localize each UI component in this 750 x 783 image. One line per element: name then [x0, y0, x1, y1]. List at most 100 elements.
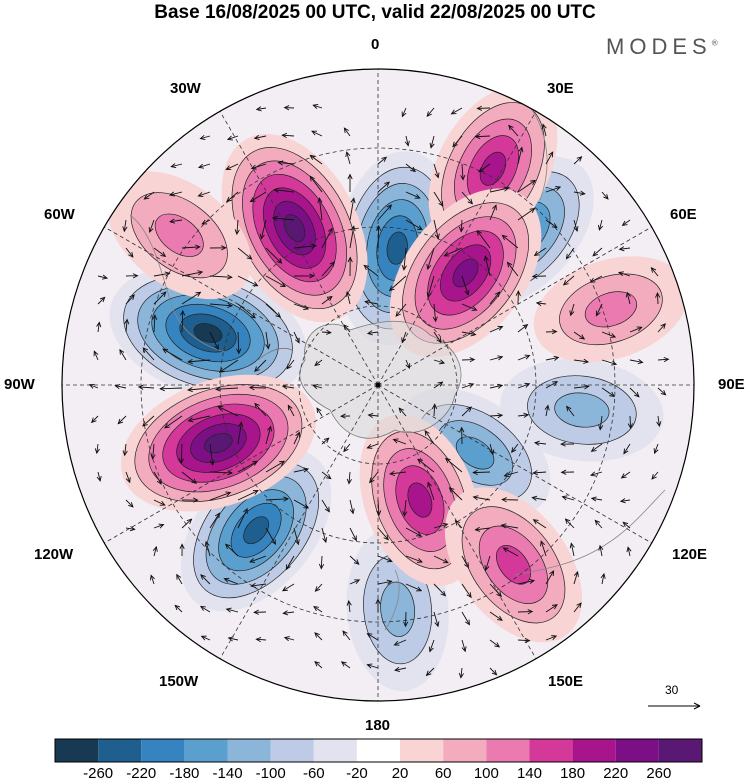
wind-arrow	[476, 105, 491, 111]
wind-arrow	[309, 175, 323, 193]
wind-arrow	[472, 495, 491, 501]
wind-arrow	[517, 146, 524, 165]
lon-label-120w: 120W	[34, 546, 74, 563]
wind-arrow	[282, 610, 295, 616]
wind-arrow	[458, 667, 464, 679]
wind-arrow	[461, 303, 478, 311]
wind-arrow	[366, 330, 379, 336]
colorbar-tick-label: 220	[603, 765, 629, 782]
lon-label-90w: 90W	[4, 376, 35, 393]
wind-arrow	[148, 219, 155, 233]
wind-arrow	[426, 107, 435, 117]
wind-arrow	[489, 583, 502, 598]
wind-arrow	[532, 519, 547, 529]
meridian-line	[377, 384, 659, 548]
wind-arrow	[197, 163, 211, 169]
wind-arrow	[573, 384, 590, 390]
wind-arrow	[237, 247, 253, 260]
wind-arrow	[237, 507, 248, 529]
wind-arrow	[345, 290, 351, 305]
wind-arrow	[201, 219, 211, 225]
colorbar-tick-label: -260	[83, 765, 114, 782]
meridian-line	[97, 222, 379, 386]
wind-arrow	[376, 499, 382, 517]
wind-arrow	[152, 314, 158, 333]
wind-arrow	[401, 331, 407, 344]
latitude-circle	[140, 147, 616, 623]
wind-arrow	[366, 663, 379, 669]
wind-arrow	[458, 219, 465, 233]
wind-arrow	[517, 412, 530, 418]
wind-arrow	[601, 191, 609, 200]
anomaly-contour	[479, 151, 507, 186]
wind-arrow	[489, 443, 495, 456]
colorbar-tick-label: 20	[391, 765, 409, 782]
wind-arrow	[347, 173, 353, 193]
new-zealand-coast	[384, 569, 400, 631]
wind-arrow	[657, 387, 667, 396]
wind-arrow	[277, 160, 295, 166]
wind-vectors	[88, 104, 670, 679]
wind-arrow	[590, 496, 603, 502]
wind-arrow	[501, 497, 519, 503]
wind-arrow	[237, 490, 259, 501]
wind-arrow	[428, 639, 435, 653]
wind-arrow	[598, 415, 604, 431]
wind-arrow	[461, 382, 475, 389]
lon-label-60w: 60W	[44, 206, 75, 223]
wind-arrow	[598, 544, 604, 557]
wind-arrow	[433, 331, 442, 344]
wind-arrow	[573, 190, 586, 196]
wind-arrow	[601, 331, 617, 338]
wind-arrow	[573, 602, 582, 613]
meridian-line	[377, 104, 541, 386]
wind-arrow	[535, 300, 547, 306]
wind-arrow	[293, 273, 315, 279]
wind-arrow	[459, 426, 465, 445]
brand-registered-mark: ®	[711, 38, 718, 48]
wind-arrow	[377, 156, 388, 165]
wind-arrow	[461, 357, 476, 363]
wind-arrow	[405, 583, 423, 592]
wind-arrow	[429, 135, 435, 149]
wind-arrow	[392, 438, 407, 445]
wind-arrow	[426, 247, 435, 271]
wind-arrow	[573, 358, 590, 364]
wind-arrow	[321, 437, 330, 445]
wind-arrow	[349, 555, 360, 565]
wind-arrow	[618, 271, 631, 277]
wind-arrow	[96, 471, 102, 482]
wind-arrow	[489, 204, 497, 221]
wind-arrow	[657, 356, 670, 363]
wind-arrow	[170, 163, 183, 169]
wind-arrow	[545, 355, 560, 361]
wind-arrow	[312, 104, 323, 109]
wind-arrow	[265, 247, 283, 264]
wind-arrow	[461, 191, 474, 205]
wind-arrow	[237, 421, 244, 445]
wind-arrow	[349, 499, 355, 515]
wind-arrow	[281, 583, 295, 592]
wind-arrow	[573, 156, 583, 165]
wind-arrow	[125, 294, 135, 305]
wind-arrow	[594, 519, 603, 529]
wind-arrow	[619, 498, 631, 504]
wind-arrow	[489, 667, 498, 676]
wind-arrow	[204, 540, 211, 557]
wind-arrow	[545, 151, 554, 165]
wind-arrow	[153, 271, 171, 277]
wind-arrow	[199, 134, 211, 140]
wind-arrow	[187, 415, 211, 423]
wind-arrow	[623, 443, 631, 455]
wind-arrow	[433, 583, 447, 597]
anomaly-cell-positive	[359, 414, 481, 586]
meridian-line	[377, 222, 659, 386]
wind-arrow	[541, 123, 547, 137]
wind-arrow	[224, 543, 239, 557]
wind-arrow	[489, 639, 501, 648]
wind-arrow	[461, 583, 472, 599]
wind-arrow	[125, 273, 139, 279]
wind-arrow	[309, 154, 323, 165]
wind-arrow	[114, 384, 127, 390]
australia-coast	[514, 489, 666, 576]
